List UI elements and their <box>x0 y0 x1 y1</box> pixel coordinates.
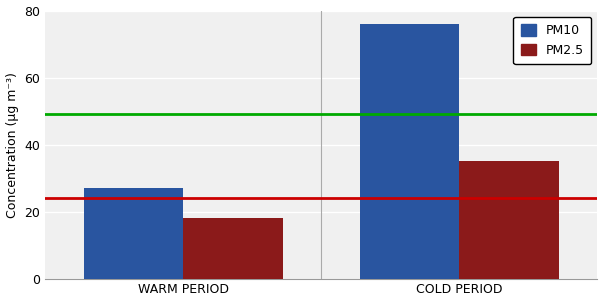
Bar <box>459 161 559 278</box>
Bar <box>84 188 183 278</box>
Bar <box>183 218 283 278</box>
Y-axis label: Concentration (μg m⁻³): Concentration (μg m⁻³) <box>5 72 19 217</box>
Bar <box>360 24 459 278</box>
Legend: PM10, PM2.5: PM10, PM2.5 <box>513 17 591 64</box>
